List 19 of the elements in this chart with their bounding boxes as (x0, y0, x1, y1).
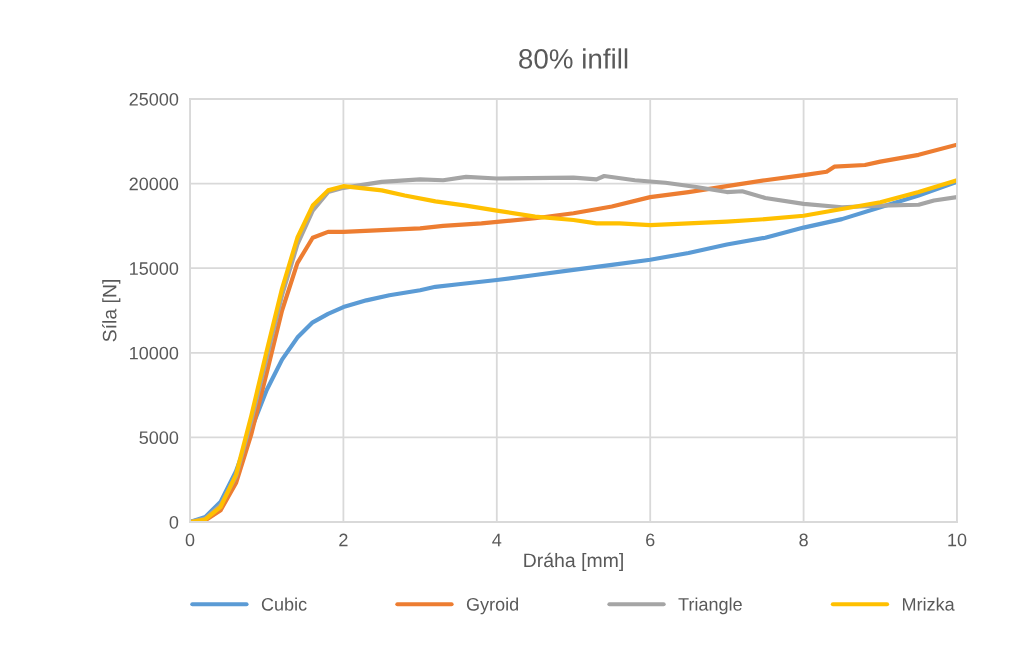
x-tick-label: 10 (948, 533, 967, 547)
y-tick-label: 15000 (130, 262, 179, 275)
y-tick-label: 25000 (129, 92, 179, 106)
x-tick-label: 6 (646, 533, 655, 547)
x-tick-label: 0 (185, 533, 195, 547)
legend-label: Mrizka (902, 597, 955, 611)
legend-label: Gyroid (466, 597, 519, 615)
y-tick-label: 20000 (129, 177, 179, 191)
legend-label: Cubic (261, 597, 307, 611)
legend-label: Triangle (678, 597, 742, 615)
x-axis-title: Dráha [mm] (524, 552, 623, 572)
x-tick-label: 4 (492, 533, 502, 547)
chart-title: 80% infill (519, 48, 628, 69)
y-axis-title: Síla [N] (102, 280, 121, 342)
y-tick-label: 0 (169, 515, 179, 529)
y-tick-label: 5000 (139, 431, 179, 445)
x-tick-label: 8 (799, 533, 808, 547)
x-tick-label: 2 (339, 533, 348, 547)
y-tick-label: 10000 (130, 346, 179, 360)
